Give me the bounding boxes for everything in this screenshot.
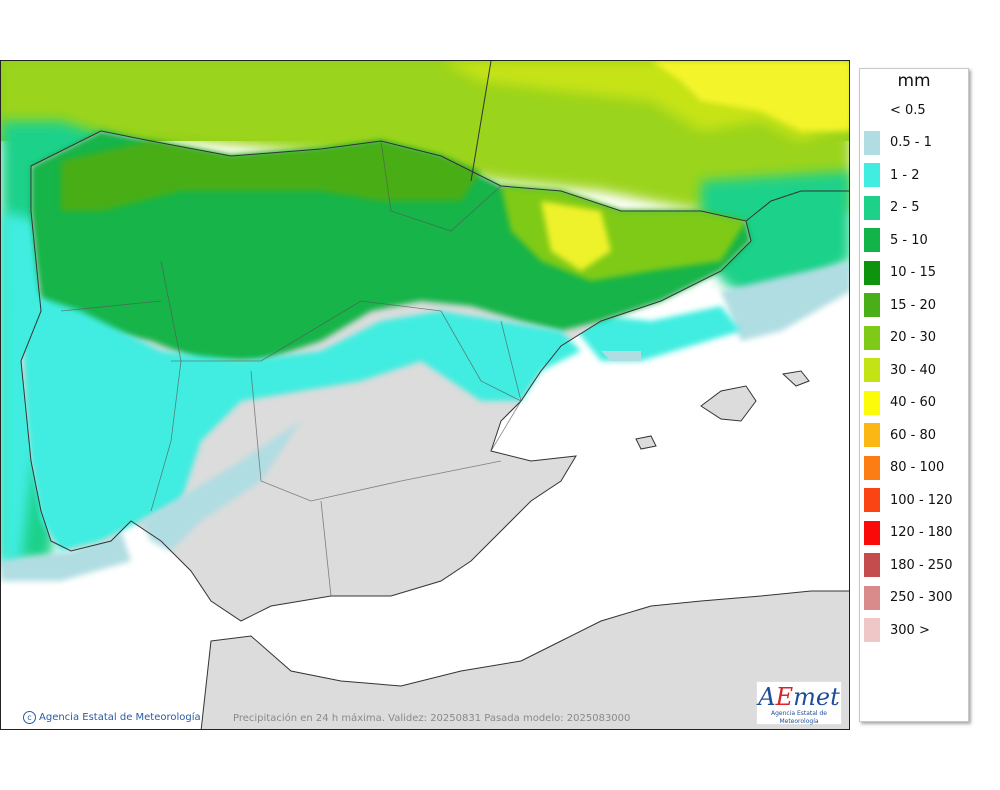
ibiza xyxy=(635,435,657,450)
legend-panel: mm < 0.5 0.5 - 1 1 - 2 2 - 5 5 - 10 10 - 15 15… xyxy=(859,68,969,722)
legend-label: 30 - 40 xyxy=(890,362,937,378)
legend-item: 80 - 100 xyxy=(864,455,945,480)
legend-label: 10 - 15 xyxy=(890,265,937,280)
legend-label: 2 - 5 xyxy=(890,200,920,215)
legend-swatch xyxy=(864,585,880,610)
aemet-logo-subtitle: Agencia Estatal de Meteorología xyxy=(770,710,827,725)
legend-label: 40 - 60 xyxy=(890,395,937,410)
agency-credit: c Agencia Estatal de Meteorología xyxy=(23,711,201,724)
legend-label: < 0.5 xyxy=(890,102,926,118)
legend-item: 100 - 120 xyxy=(864,488,953,512)
legend-item: 20 - 30 xyxy=(864,325,937,350)
legend-swatch xyxy=(864,618,880,642)
iberian-peninsula xyxy=(21,131,751,621)
legend-swatch xyxy=(864,228,880,252)
legend-item: 0.5 - 1 xyxy=(864,130,932,155)
legend-label: 80 - 100 xyxy=(890,460,945,475)
menorca xyxy=(781,370,810,387)
legend-item: 2 - 5 xyxy=(864,195,920,220)
legend-swatch xyxy=(864,325,880,350)
legend-swatch xyxy=(864,293,880,317)
credit-text: Agencia Estatal de Meteorología xyxy=(39,712,201,723)
legend-swatch xyxy=(864,455,880,480)
legend-item: 15 - 20 xyxy=(864,293,936,317)
region-borders xyxy=(60,140,522,597)
legend-swatch xyxy=(864,260,880,285)
legend-swatch xyxy=(864,520,880,545)
legend-swatch xyxy=(864,358,880,382)
legend-label: 180 - 250 xyxy=(890,557,953,573)
legend-label: 20 - 30 xyxy=(890,330,937,345)
legend-item: 120 - 180 xyxy=(864,520,953,545)
map-caption: Precipitación en 24 h máxima. Validez: 2… xyxy=(233,713,631,724)
legend-swatch xyxy=(864,423,880,447)
aemet-logo: AEmet Agencia Estatal de Meteorología xyxy=(756,681,842,725)
north-africa xyxy=(200,590,849,729)
legend-label: 250 - 300 xyxy=(890,590,953,605)
copyright-icon: c xyxy=(23,711,36,724)
legend-label: 300 > xyxy=(890,622,930,638)
legend-unit: mm xyxy=(897,71,931,91)
legend-swatch xyxy=(864,553,880,577)
legend-label: 120 - 180 xyxy=(890,525,953,540)
legend-label: 5 - 10 xyxy=(890,232,928,248)
legend-item: 30 - 40 xyxy=(864,358,936,382)
legend-item: 300 > xyxy=(864,618,930,642)
legend-item: 60 - 80 xyxy=(864,423,936,447)
legend-item: 40 - 60 xyxy=(864,390,937,415)
legend-label: 60 - 80 xyxy=(890,427,937,443)
precipitation-map: c Agencia Estatal de Meteorología Precipi… xyxy=(0,60,850,730)
map-canvas xyxy=(1,61,849,729)
aemet-logo-mark: AEmet xyxy=(758,683,840,711)
legend-swatch xyxy=(864,130,880,155)
legend-label: 100 - 120 xyxy=(890,492,953,508)
legend-item: 250 - 300 xyxy=(864,585,953,610)
legend-item: 5 - 10 xyxy=(864,228,928,252)
legend-swatch xyxy=(864,163,880,187)
legend-swatch xyxy=(864,98,880,122)
legend-label: 1 - 2 xyxy=(890,167,920,183)
legend-item: 10 - 15 xyxy=(864,260,937,285)
legend-item: 1 - 2 xyxy=(864,163,920,187)
legend-item: < 0.5 xyxy=(864,98,926,122)
legend-item: 180 - 250 xyxy=(864,553,953,577)
legend-label: 0.5 - 1 xyxy=(890,135,932,150)
legend-swatch xyxy=(864,488,880,512)
legend-label: 15 - 20 xyxy=(890,297,937,313)
legend-swatch xyxy=(864,195,880,220)
coastlines xyxy=(20,61,849,622)
legend-swatch xyxy=(864,390,880,415)
mallorca xyxy=(700,385,757,422)
